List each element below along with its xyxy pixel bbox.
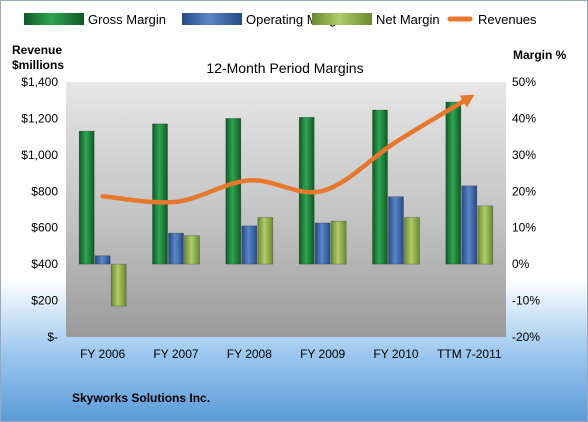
- right-tick-label: -10%: [512, 294, 540, 308]
- net-margin-bar: [257, 217, 274, 265]
- right-tick-label: 0%: [512, 257, 530, 271]
- right-axis-ticks: -20% -10% 0% 10% 20% 30% 40% 50%: [512, 75, 540, 344]
- plot-area: [66, 82, 506, 337]
- legend-label-gross-margin: Gross Margin: [88, 12, 166, 27]
- legend-swatch-operating-margin: [182, 13, 242, 25]
- category-label: TTM 7-2011: [437, 347, 502, 361]
- left-tick-label: $200: [31, 294, 58, 308]
- legend-swatch-net-margin: [312, 13, 372, 25]
- right-tick-label: 50%: [512, 75, 536, 89]
- category-label: FY 2006: [80, 347, 125, 361]
- operating-margin-bar: [314, 222, 331, 265]
- left-tick-label: $400: [31, 257, 58, 271]
- right-tick-label: 30%: [512, 148, 536, 162]
- left-tick-label: $1,200: [21, 111, 58, 125]
- category-labels: FY 2006 FY 2007 FY 2008 FY 2009 FY 2010 TTM 7…: [80, 347, 502, 361]
- gross-margin-bar: [445, 101, 462, 265]
- net-margin-bar: [404, 217, 420, 265]
- gross-margin-bar: [225, 118, 242, 265]
- legend: Gross Margin Operating Margin Net Margin…: [24, 12, 537, 27]
- left-tick-label: $-: [47, 330, 58, 344]
- left-tick-label: $1,000: [21, 148, 58, 162]
- net-margin-bar: [330, 220, 347, 265]
- operating-margin-bar: [168, 232, 184, 265]
- right-tick-label: 20%: [512, 184, 536, 198]
- operating-margin-bar: [388, 196, 404, 265]
- net-margin-bar: [184, 235, 200, 265]
- legend-label-net-margin: Net Margin: [376, 12, 440, 27]
- left-axis-ticks: $- $200 $400 $600 $800 $1,000 $1,200 $1,400: [21, 75, 58, 344]
- category-label: FY 2007: [153, 347, 198, 361]
- bars-group: [78, 101, 494, 307]
- legend-label-revenues: Revenues: [478, 12, 537, 27]
- revenue-line: [100, 95, 472, 205]
- left-tick-label: $1,400: [21, 75, 58, 89]
- net-margin-bar: [477, 205, 494, 265]
- gross-margin-bar: [78, 130, 95, 265]
- left-axis-title-line2: $millions: [12, 58, 64, 72]
- left-tick-label: $800: [31, 184, 58, 198]
- category-label: FY 2008: [227, 347, 272, 361]
- revenue-line-group: [100, 94, 475, 205]
- operating-margin-bar: [94, 255, 111, 265]
- gross-margin-bar: [372, 109, 388, 265]
- company-name: Skyworks Solutions Inc.: [72, 391, 210, 405]
- net-margin-bar: [110, 263, 127, 307]
- right-tick-label: 40%: [512, 111, 536, 125]
- legend-swatch-gross-margin: [24, 13, 84, 25]
- left-axis-title-line1: Revenue: [12, 43, 62, 57]
- revenue-arrowhead: [459, 94, 475, 108]
- right-tick-label: -20%: [512, 330, 540, 344]
- operating-margin-bar: [241, 225, 258, 265]
- gross-margin-bar: [152, 123, 168, 265]
- right-axis-title: Margin %: [513, 48, 567, 62]
- category-label: FY 2009: [300, 347, 345, 361]
- chart-title: 12-Month Period Margins: [206, 60, 363, 76]
- left-tick-label: $600: [31, 221, 58, 235]
- category-label: FY 2010: [373, 347, 418, 361]
- right-tick-label: 10%: [512, 221, 536, 235]
- operating-margin-bar: [461, 185, 478, 265]
